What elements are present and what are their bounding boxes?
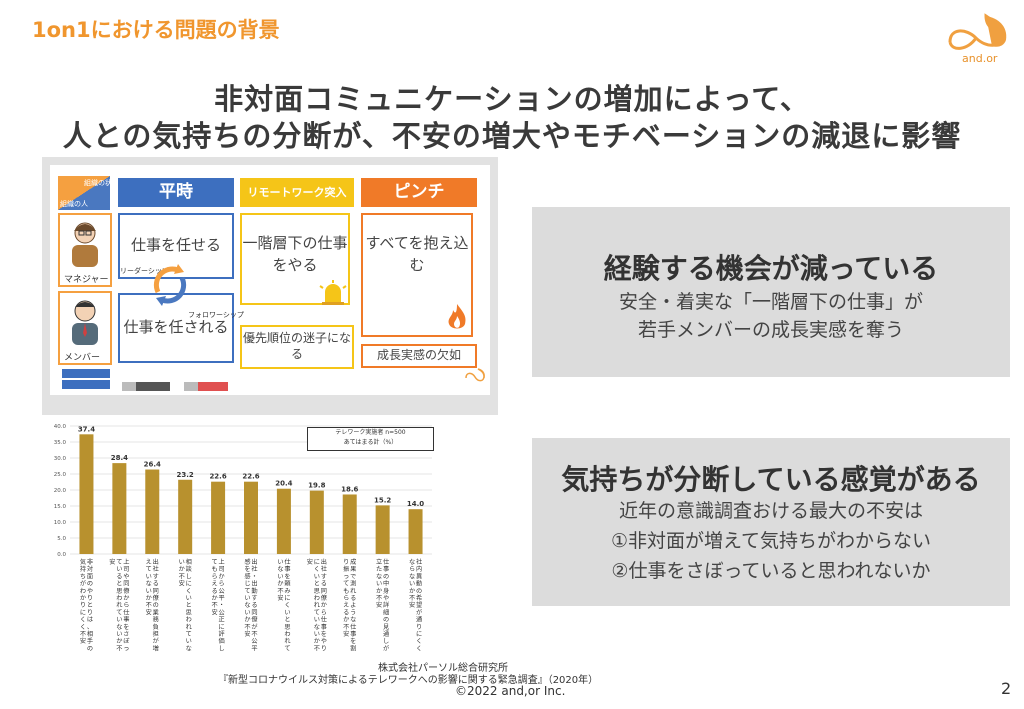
chart-category-label: 相談しにくいと思われていないか不安 [179,558,193,652]
copyright: ©2022 and,or Inc. [455,684,566,698]
alarm-light-icon [319,280,347,305]
panel-experience: 経験する機会が減っている 安全・着実な「一階層下の仕事」が 若手メンバーの成長実… [532,207,1010,377]
chart-bar [178,479,193,554]
chart-ytick-label: 20.0 [54,488,67,494]
corner-bottom-label: 組織の人 [60,200,88,208]
thumb-strip-gray-2 [184,382,198,391]
chart-value-label: 28.4 [111,454,128,462]
thumb-strip-blue-2 [62,380,110,389]
source-organization: 株式会社パーソル総合研究所 [378,663,508,674]
remote-footer: 優先順位の迷子になる [240,325,354,369]
chart-value-label: 37.4 [78,425,95,433]
corner-top-label: 組織の状態 [84,179,119,187]
chart-value-label: 18.6 [341,485,358,493]
followership-label: フォロワーシップ [188,311,244,319]
leadership-label: リーダーシップ [120,267,169,275]
manager-card [58,213,112,287]
chart-category-label: 仕事を頼みにくいと思われていないか不安 [277,558,291,652]
chart-ytick-label: 30.0 [54,456,67,462]
thumb-strip-blue [62,369,110,378]
chart-category-label: 出社する同僚の業務負担が増えていないか不安 [146,558,160,652]
chart-value-label: 22.6 [209,473,226,481]
chart-bar [79,434,94,554]
member-card [58,291,112,365]
column-header-remote: リモートワーク突入 [240,178,354,207]
chart-bar [145,469,160,554]
chart-value-label: 19.8 [308,482,325,490]
column-header-pinch: ピンチ [361,178,477,207]
chart-category-label: 社内異動の希望が通りにくくならないか不安 [409,558,423,652]
chart-category-label: 出社・出勤する同僚が不公平感を感じていないか不安 [244,558,258,652]
chart-ytick-label: 5.0 [57,536,66,542]
fire-icon [448,304,466,329]
panel-experience-line-1: 安全・着実な「一階層下の仕事」が [618,291,923,313]
chart-bar [309,490,324,554]
chart-legend-line-1: テレワーク実施者 n=500 [335,429,406,436]
panel-experience-title: 経験する機会が減っている [603,252,939,285]
thumb-logo-icon [465,368,485,382]
chart-value-label: 14.0 [407,500,424,508]
chart-ytick-label: 10.0 [54,520,67,526]
panel-experience-line-2: 若手メンバーの成長実感を奪う [637,319,904,341]
panel-disconnect-line-1: 近年の意識調査おける最大の不安は [618,500,923,522]
chart-category-label: 上司や同僚から仕事をさぼっていると思われていないか不安 [109,558,130,652]
panel-disconnect-line-3: ②仕事をさぼっていると思われないか [611,560,931,582]
chart-category-label: 上司から公平・公正に評価してもらえるか不安 [211,558,224,652]
cycle-arrows-icon [153,264,187,306]
chart-category-label: 非対面のやりとりは、相手の気持ちがわかりにくく不安 [80,558,93,652]
column-header-normal: 平時 [118,178,234,207]
chart-ytick-label: 25.0 [54,472,67,478]
chart-value-label: 23.2 [177,471,194,479]
chart-bar [408,509,423,554]
page-number: 2 [1001,679,1012,698]
thumb-strip-red [184,382,228,391]
chart-ytick-label: 15.0 [54,504,67,510]
chart-ytick-label: 35.0 [54,440,67,446]
chart-category-label: 仕事の中身や詳細の見通しが立たないか不安 [376,558,390,652]
matrix-corner [58,176,110,210]
manager-label: マネジャー [64,275,109,285]
chart-bar [211,481,226,554]
logo-text: and.or [962,52,998,65]
chart-ytick-label: 0.0 [57,552,66,558]
panel-disconnect: 気持ちが分断している感覚がある 近年の意識調査おける最大の不安は ①非対面が増え… [532,438,1010,606]
chart-value-label: 26.4 [144,461,161,469]
member-person-icon [72,300,98,345]
chart-value-label: 15.2 [374,496,391,504]
chart-category-label: 成果で測れるような仕事を割り振ってもらえるか不安 [343,558,357,652]
manager-person-icon [72,222,98,267]
thumb-strip-gray [122,382,136,391]
chart-bar [112,463,127,554]
andor-logo-icon [948,13,1007,50]
normal-body-delegated: 仕事を任される [118,293,234,363]
chart-legend-line-2: あてはまる計（%） [343,439,398,446]
pinch-footer: 成長実感の欠如 [361,344,477,368]
headline-line-1: 非対面コミュニケーションの増加によって、 [214,82,810,116]
panel-disconnect-line-2: ①非対面が増えて気持ちがわからない [610,530,932,552]
chart-legend: テレワーク実施者 n=500 あてはまる計（%） [307,427,434,451]
chart-category-label: 出社する同僚から仕事をやりにくいと思われていないか不安 [307,558,328,652]
thumb-strip-dark [122,382,170,391]
chart-bar [342,494,357,554]
source-survey-title: 『新型コロナウイルス対策によるテレワークへの影響に関する緊急調査』（2020年） [218,675,599,686]
chart-ytick-label: 40.0 [54,424,67,430]
headline-line-2: 人との気持ちの分断が、不安の増大やモチベーションの減退に影響 [62,119,962,153]
chart-value-label: 20.4 [275,480,292,488]
chart-bar [375,505,390,554]
section-title: 1on1における問題の背景 [32,18,280,42]
member-label: メンバー [64,353,101,363]
panel-disconnect-title: 気持ちが分断している感覚がある [561,463,981,496]
chart-bar [276,488,291,554]
survey-bar-chart: 0.0 5.0 10.0 15.0 20.0 25.0 30.0 35.0 40.0 37.4 非対… [54,424,432,652]
chart-bar [244,481,258,554]
chart-value-label: 22.6 [242,473,259,481]
